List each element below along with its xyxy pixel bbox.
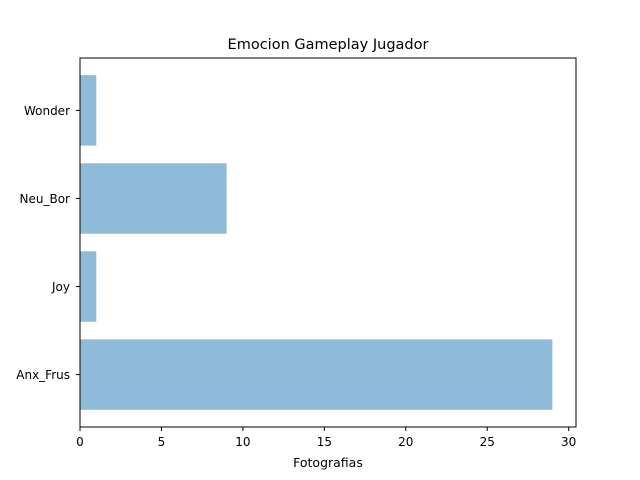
y-axis: Anx_Frus Joy Neu_Bor Wonder xyxy=(16,104,80,382)
x-tick-label: 25 xyxy=(480,435,495,449)
x-axis-label: Fotografias xyxy=(293,455,363,470)
y-tick-label: Wonder xyxy=(24,104,70,118)
bar-neu-bor xyxy=(80,163,227,234)
x-tick-label: 10 xyxy=(235,435,250,449)
x-axis: 0 5 10 15 20 25 30 xyxy=(76,427,576,449)
y-tick-label: Joy xyxy=(51,280,70,294)
bar-wonder xyxy=(80,75,97,146)
plot-frame xyxy=(79,57,577,428)
x-tick-label: 20 xyxy=(398,435,413,449)
y-tick-label: Anx_Frus xyxy=(16,368,70,382)
bars-layer xyxy=(80,75,553,410)
x-tick-label: 30 xyxy=(561,435,576,449)
y-tick-label: Neu_Bor xyxy=(20,192,71,206)
x-tick-label: 0 xyxy=(76,435,84,449)
x-tick-label: 15 xyxy=(317,435,332,449)
bar-joy xyxy=(80,251,97,322)
bar-anx-frus xyxy=(80,339,553,410)
chart-title: Emocion Gameplay Jugador xyxy=(228,37,429,53)
x-tick-label: 5 xyxy=(158,435,166,449)
